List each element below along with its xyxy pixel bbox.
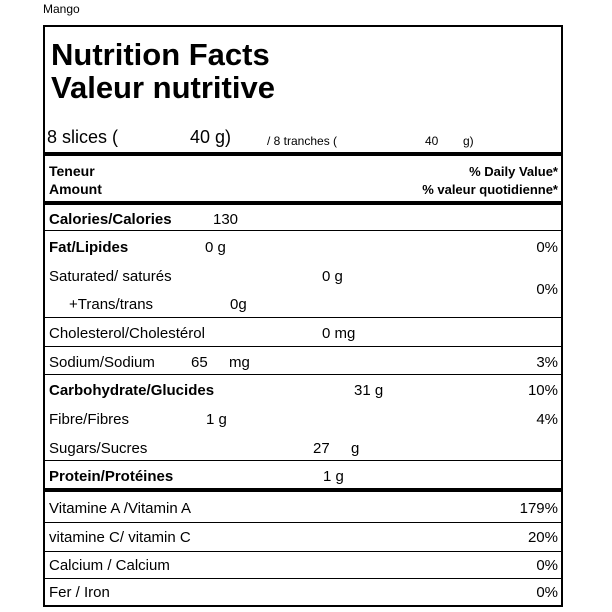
sodium-unit: mg [229, 354, 250, 371]
dv-header-fr: % valeur quotidienne* [422, 182, 558, 197]
fibre-dv: 4% [536, 411, 558, 428]
divider-thick [45, 152, 561, 156]
divider [45, 578, 561, 579]
cholesterol-label: Cholesterol/Cholestérol [49, 325, 205, 342]
sat-trans-dv: 0% [536, 281, 558, 298]
fat-label: Fat/Lipides [49, 239, 129, 256]
divider [45, 346, 561, 347]
product-name: Mango [43, 2, 80, 16]
fat-amount: 0 g [205, 239, 226, 256]
sodium-amount: 65 [191, 354, 208, 371]
sugars-label: Sugars/Sucres [49, 440, 148, 457]
calories-label: Calories/Calories [49, 211, 172, 228]
serving-label-en: 8 slices ( [47, 127, 119, 147]
cholesterol-amount: 0 mg [322, 325, 356, 342]
vitamin-c-label: vitamine C/ vitamin C [49, 529, 191, 546]
iron-label: Fer / Iron [49, 584, 110, 601]
title-en: Nutrition Facts [51, 37, 270, 72]
trans-amount: 0g [230, 296, 247, 313]
amount-header-en: Amount [49, 181, 102, 197]
nutrition-facts-table: Nutrition Facts Valeur nutritive 8 slice… [43, 25, 563, 607]
vitamin-c-dv: 20% [527, 529, 558, 546]
calcium-dv: 0% [536, 557, 558, 574]
iron-dv: 0% [536, 584, 558, 601]
dv-header-en: % Daily Value* [469, 164, 558, 179]
sugars-unit: g [351, 440, 360, 457]
saturated-label: Saturated/ saturés [49, 268, 172, 285]
saturated-amount: 0 g [322, 268, 343, 285]
amount-header-fr: Teneur [49, 163, 95, 179]
divider [45, 551, 561, 552]
fibre-amount: 1 g [206, 411, 227, 428]
divider [45, 230, 561, 231]
protein-amount: 1 g [323, 468, 344, 485]
serving-unit-fr: g) [463, 134, 474, 148]
serving-label-fr: / 8 tranches ( [267, 134, 338, 148]
protein-label: Protein/Protéines [49, 468, 174, 485]
carbohydrate-dv: 10% [527, 382, 558, 399]
trans-label: +Trans/trans [69, 296, 154, 313]
vitamin-a-label: Vitamine A /Vitamin A [49, 500, 192, 517]
divider [45, 460, 561, 461]
divider [45, 317, 561, 318]
serving-amount-fr: 40 [425, 134, 439, 148]
sodium-dv: 3% [536, 354, 558, 371]
divider [45, 374, 561, 375]
title-fr: Valeur nutritive [51, 70, 275, 105]
divider-thick [45, 488, 561, 492]
carbohydrate-label: Carbohydrate/Glucides [49, 382, 215, 399]
carbohydrate-amount: 31 g [354, 382, 384, 399]
divider-thick [45, 201, 561, 205]
sugars-amount: 27 [313, 440, 330, 457]
calcium-label: Calcium / Calcium [49, 557, 170, 574]
divider [45, 522, 561, 523]
vitamin-a-dv: 179% [519, 500, 558, 517]
sodium-label: Sodium/Sodium [49, 354, 155, 371]
serving-amount-en: 40 g) [190, 127, 232, 147]
fat-dv: 0% [536, 239, 558, 256]
fibre-label: Fibre/Fibres [49, 411, 130, 428]
calories-amount: 130 [213, 211, 239, 228]
